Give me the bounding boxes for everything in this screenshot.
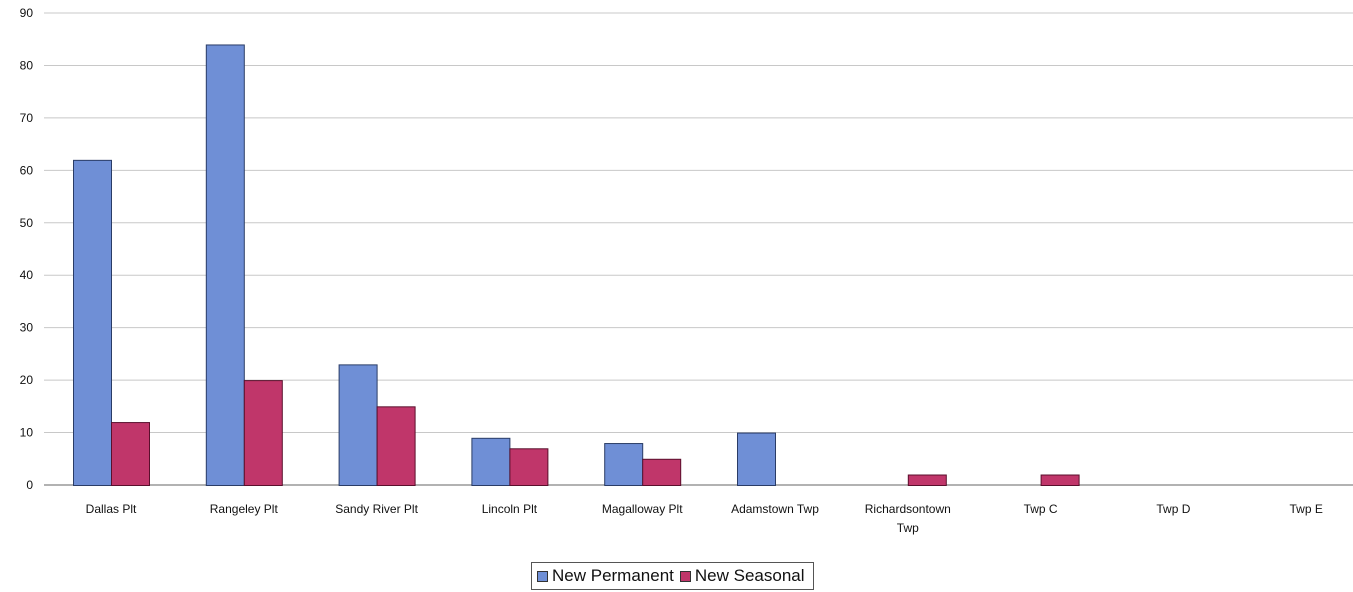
y-tick-label-20: 20 <box>20 373 34 387</box>
bar-new-seasonal-3 <box>509 448 549 486</box>
bar-new-permanent-4 <box>604 443 644 486</box>
legend-label-new-seasonal: New Seasonal <box>694 566 805 585</box>
x-axis-labels: Dallas Plt Rangeley Plt Sandy River Plt Lin… <box>86 502 1323 535</box>
legend-swatch-new-seasonal <box>679 570 691 582</box>
bar-new-seasonal-4 <box>642 458 682 486</box>
y-tick-label-80: 80 <box>20 58 34 72</box>
x-tick-label-7: Twp C <box>1024 502 1058 516</box>
y-tick-label-60: 60 <box>20 163 34 177</box>
x-tick-label-4: Magalloway Plt <box>602 502 683 516</box>
bar-new-permanent-3 <box>471 437 511 486</box>
x-tick-label-3: Lincoln Plt <box>482 502 538 516</box>
bar-new-seasonal-0 <box>111 422 150 487</box>
y-axis-ticks: 0 10 20 30 40 50 60 70 80 90 <box>20 6 34 492</box>
legend-label-new-permanent: New Permanent <box>552 566 674 585</box>
y-tick-label-10: 10 <box>20 426 34 440</box>
bar-new-permanent-5 <box>737 432 776 486</box>
x-tick-label-0: Dallas Plt <box>86 502 137 516</box>
x-tick-label-8: Twp D <box>1156 502 1190 516</box>
bar-new-permanent-0 <box>73 159 112 486</box>
y-tick-label-40: 40 <box>20 268 34 282</box>
y-tick-label-30: 30 <box>20 321 34 335</box>
y-tick-label-90: 90 <box>20 6 34 20</box>
bar-new-seasonal-1 <box>243 380 283 486</box>
bar-new-seasonal-6 <box>907 474 947 486</box>
bar-new-permanent-1 <box>205 44 245 486</box>
bar-chart: 0 10 20 30 40 50 60 70 80 90 Dallas Plt Rangeley P… <box>20 6 1353 535</box>
bars <box>73 44 1080 487</box>
legend-item-new-permanent: New Permanent <box>537 566 674 586</box>
bar-new-seasonal-7 <box>1040 474 1080 486</box>
y-tick-label-70: 70 <box>20 111 34 125</box>
bar-new-permanent-2 <box>338 364 378 486</box>
y-tick-label-0: 0 <box>26 478 33 492</box>
y-tick-label-50: 50 <box>20 216 34 230</box>
x-tick-label-5: Adamstown Twp <box>731 502 819 516</box>
x-tick-label-1: Rangeley Plt <box>210 502 279 516</box>
legend-swatch-new-permanent <box>537 570 548 582</box>
legend-item-new-seasonal: New Seasonal <box>679 566 805 586</box>
legend: New Permanent New Seasonal <box>531 562 814 590</box>
bar-new-seasonal-2 <box>376 406 416 487</box>
x-tick-label-6: Richardsontown Twp <box>865 502 951 535</box>
x-tick-label-2: Sandy River Plt <box>335 502 418 516</box>
x-tick-label-9: Twp E <box>1290 502 1323 516</box>
